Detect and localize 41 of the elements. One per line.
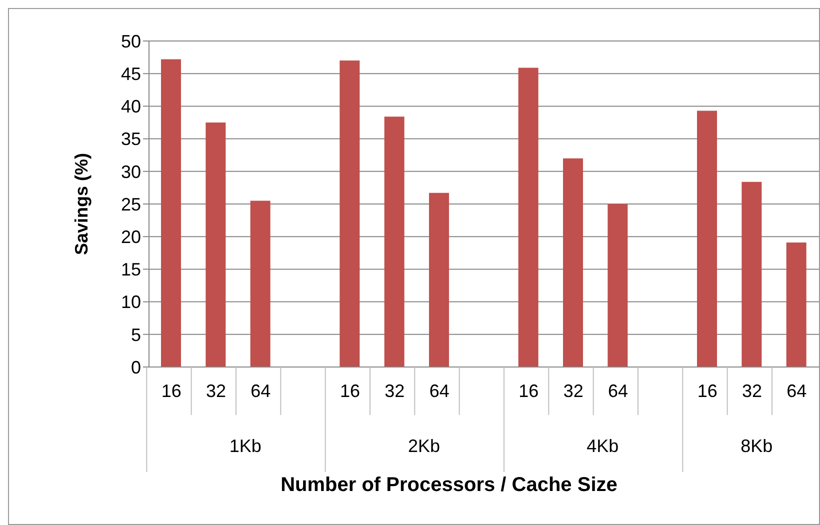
bar (697, 110, 717, 367)
bar (161, 59, 181, 367)
bar (429, 192, 449, 367)
y-tick-label: 25 (120, 194, 141, 214)
x-tick-label: 16 (518, 381, 539, 401)
x-tick-label: 64 (250, 381, 271, 401)
x-tick-label: 64 (429, 381, 450, 401)
x-tick-label: 16 (161, 381, 182, 401)
y-tick-label: 20 (120, 226, 141, 247)
y-tick-label: 50 (120, 31, 141, 52)
x-tick-label: 16 (340, 381, 360, 401)
y-tick-label: 5 (130, 324, 141, 345)
x-tick-label: 32 (742, 381, 762, 401)
x-tick-label: 32 (384, 381, 405, 401)
text: 1Kb (229, 436, 262, 456)
text: 4Kb (586, 436, 619, 456)
y-tick-label: 10 (120, 292, 141, 312)
x-tick-label: 16 (697, 381, 718, 401)
bar (786, 242, 806, 367)
bar (206, 122, 226, 367)
bar (340, 60, 360, 367)
y-tick-label: 40 (120, 96, 141, 117)
x-tick-label: 64 (786, 381, 807, 401)
x-tick-label: 32 (563, 381, 584, 401)
bar (384, 116, 404, 367)
x-tick-label: 32 (206, 381, 226, 401)
y-tick-label: 0 (130, 357, 141, 378)
x-tick-label: 64 (608, 381, 628, 401)
y-tick-label: 15 (120, 260, 141, 280)
y-tick-label: 45 (120, 64, 141, 84)
y-tick-label: 30 (120, 162, 141, 182)
text: 8Kb (740, 436, 773, 456)
bar (608, 204, 628, 367)
y-axis-title: Savings (%) (71, 152, 92, 256)
text: 2Kb (408, 436, 440, 456)
bar (518, 68, 538, 367)
bar (563, 158, 583, 367)
bar (742, 182, 762, 367)
y-tick-label: 35 (120, 129, 141, 150)
bar (250, 200, 270, 367)
x-axis-title: Number of Processors / Cache Size (280, 474, 618, 497)
